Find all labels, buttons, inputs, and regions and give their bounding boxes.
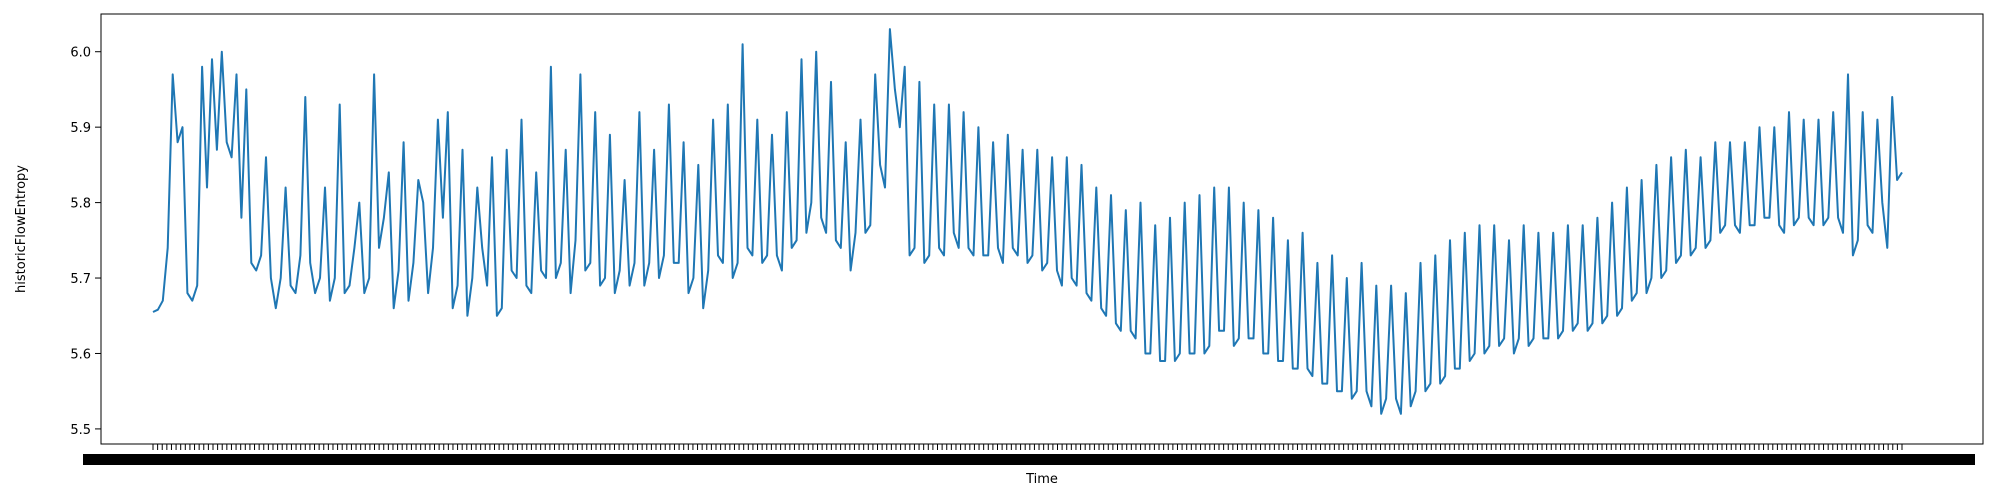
y-tick-label: 5.7 (70, 272, 91, 287)
y-tick-label: 5.8 (70, 197, 91, 212)
y-tick-label: 5.5 (70, 423, 91, 438)
x-axis-label: Time (1025, 472, 1058, 487)
x-axis (83, 444, 1975, 465)
series-line (152, 28, 1903, 415)
y-tick-label: 5.9 (70, 121, 91, 136)
y-tick-label: 5.6 (70, 347, 91, 362)
y-axis-label: historicFlowEntropy (14, 165, 29, 293)
y-axis: 5.5 5.6 5.7 5.8 5.9 6.0 (70, 46, 101, 438)
y-tick-label: 6.0 (70, 46, 91, 61)
plot-area-frame (100, 13, 1984, 445)
x-tick-labels-overlapped (83, 454, 1975, 465)
